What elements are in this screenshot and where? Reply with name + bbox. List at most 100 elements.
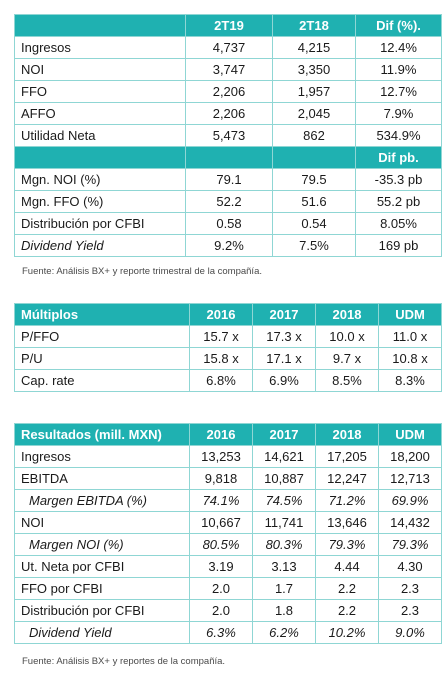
row-label: Ut. Neta por CFBI (14, 555, 190, 578)
table-row: Utilidad Neta 5,473 862 534.9% (14, 124, 442, 147)
cell: 13,646 (315, 511, 379, 534)
cell: 3.19 (189, 555, 253, 578)
row-label: EBITDA (14, 467, 190, 490)
cell: 17.1 x (252, 347, 316, 370)
cell: 11,741 (252, 511, 316, 534)
cell: 9.7 x (315, 347, 379, 370)
cell: 2.2 (315, 577, 379, 600)
cell: 1,957 (272, 80, 356, 103)
row-label: Ingresos (14, 445, 190, 468)
cell: 2,206 (185, 102, 273, 125)
table-row: NOI 3,747 3,350 11.9% (14, 58, 442, 81)
row-label: P/FFO (14, 325, 190, 348)
cell: 79.3% (378, 533, 442, 556)
cell: 4.30 (378, 555, 442, 578)
cell: 14,432 (378, 511, 442, 534)
header-cell: 2018 (315, 303, 379, 326)
header-cell: 2016 (189, 423, 253, 446)
row-label: Margen EBITDA (%) (14, 489, 190, 512)
source-note: Fuente: Análisis BX+ y reporte trimestra… (22, 266, 262, 277)
cell: 9.0% (378, 621, 442, 644)
cell: 14,621 (252, 445, 316, 468)
cell: 0.58 (185, 212, 273, 235)
cell: 6.8% (189, 369, 253, 392)
table-row: FFO 2,206 1,957 12.7% (14, 80, 442, 103)
cell: 7.9% (355, 102, 442, 125)
cell: 6.9% (252, 369, 316, 392)
table-row: Margen EBITDA (%) 74.1% 74.5% 71.2% 69.9… (14, 489, 442, 512)
subheader-cell (272, 146, 356, 169)
cell: 17,205 (315, 445, 379, 468)
cell: 8.3% (378, 369, 442, 392)
cell: 10.8 x (378, 347, 442, 370)
header-cell: Resultados (mill. MXN) (14, 423, 190, 446)
header-cell: 2017 (252, 423, 316, 446)
cell: 12.4% (355, 36, 442, 59)
header-cell: 2017 (252, 303, 316, 326)
row-label: Mgn. NOI (%) (14, 168, 186, 191)
cell: 74.1% (189, 489, 253, 512)
cell: 8.5% (315, 369, 379, 392)
header-cell (14, 14, 186, 37)
cell: 2,206 (185, 80, 273, 103)
table-header-row: Resultados (mill. MXN) 2016 2017 2018 UD… (14, 423, 442, 446)
cell: 15.8 x (189, 347, 253, 370)
cell: 3,350 (272, 58, 356, 81)
cell: 2.3 (378, 577, 442, 600)
cell: 10.2% (315, 621, 379, 644)
cell: 71.2% (315, 489, 379, 512)
cell: 79.1 (185, 168, 273, 191)
cell: 4,737 (185, 36, 273, 59)
cell: 862 (272, 124, 356, 147)
cell: 3,747 (185, 58, 273, 81)
table-row: Distribución por CFBI 2.0 1.8 2.2 2.3 (14, 599, 442, 622)
cell: 13,253 (189, 445, 253, 468)
table-row: Margen NOI (%) 80.5% 80.3% 79.3% 79.3% (14, 533, 442, 556)
subheader-cell (14, 146, 186, 169)
cell: 4.44 (315, 555, 379, 578)
cell: 79.5 (272, 168, 356, 191)
table-header-row: 2T19 2T18 Dif (%). (14, 14, 442, 37)
row-label: Mgn. FFO (%) (14, 190, 186, 213)
table-row: Mgn. FFO (%) 52.2 51.6 55.2 pb (14, 190, 442, 213)
cell: 80.3% (252, 533, 316, 556)
cell: 51.6 (272, 190, 356, 213)
table-row: NOI 10,667 11,741 13,646 14,432 (14, 511, 442, 534)
table-row: Mgn. NOI (%) 79.1 79.5 -35.3 pb (14, 168, 442, 191)
table-row: P/U 15.8 x 17.1 x 9.7 x 10.8 x (14, 347, 442, 370)
table-row: Cap. rate 6.8% 6.9% 8.5% 8.3% (14, 369, 442, 392)
cell: 9.2% (185, 234, 273, 257)
cell: 8.05% (355, 212, 442, 235)
cell: 0.54 (272, 212, 356, 235)
cell: 10,887 (252, 467, 316, 490)
header-cell: 2016 (189, 303, 253, 326)
annual-results-table: Resultados (mill. MXN) 2016 2017 2018 UD… (14, 423, 442, 644)
source-note: Fuente: Análisis BX+ y reportes de la co… (22, 656, 226, 667)
table-row: Ut. Neta por CFBI 3.19 3.13 4.44 4.30 (14, 555, 442, 578)
table-row: Dividend Yield 6.3% 6.2% 10.2% 9.0% (14, 621, 442, 644)
cell: 1.7 (252, 577, 316, 600)
subheader-row: Dif pb. (14, 146, 442, 169)
row-label: Dividend Yield (14, 621, 190, 644)
row-label: Dividend Yield (14, 234, 186, 257)
cell: 2.2 (315, 599, 379, 622)
cell: 2,045 (272, 102, 356, 125)
cell: 2.3 (378, 599, 442, 622)
table-row: FFO por CFBI 2.0 1.7 2.2 2.3 (14, 577, 442, 600)
row-label: NOI (14, 58, 186, 81)
row-label: Utilidad Neta (14, 124, 186, 147)
header-cell: UDM (378, 303, 442, 326)
cell: 10,667 (189, 511, 253, 534)
cell: -35.3 pb (355, 168, 442, 191)
cell: 4,215 (272, 36, 356, 59)
cell: 11.0 x (378, 325, 442, 348)
row-label: NOI (14, 511, 190, 534)
cell: 9,818 (189, 467, 253, 490)
subheader-cell (185, 146, 273, 169)
quarterly-results-table: 2T19 2T18 Dif (%). Ingresos 4,737 4,215 … (14, 14, 442, 257)
header-cell: 2T18 (272, 14, 356, 37)
row-label: Cap. rate (14, 369, 190, 392)
cell: 74.5% (252, 489, 316, 512)
cell: 15.7 x (189, 325, 253, 348)
row-label: AFFO (14, 102, 186, 125)
